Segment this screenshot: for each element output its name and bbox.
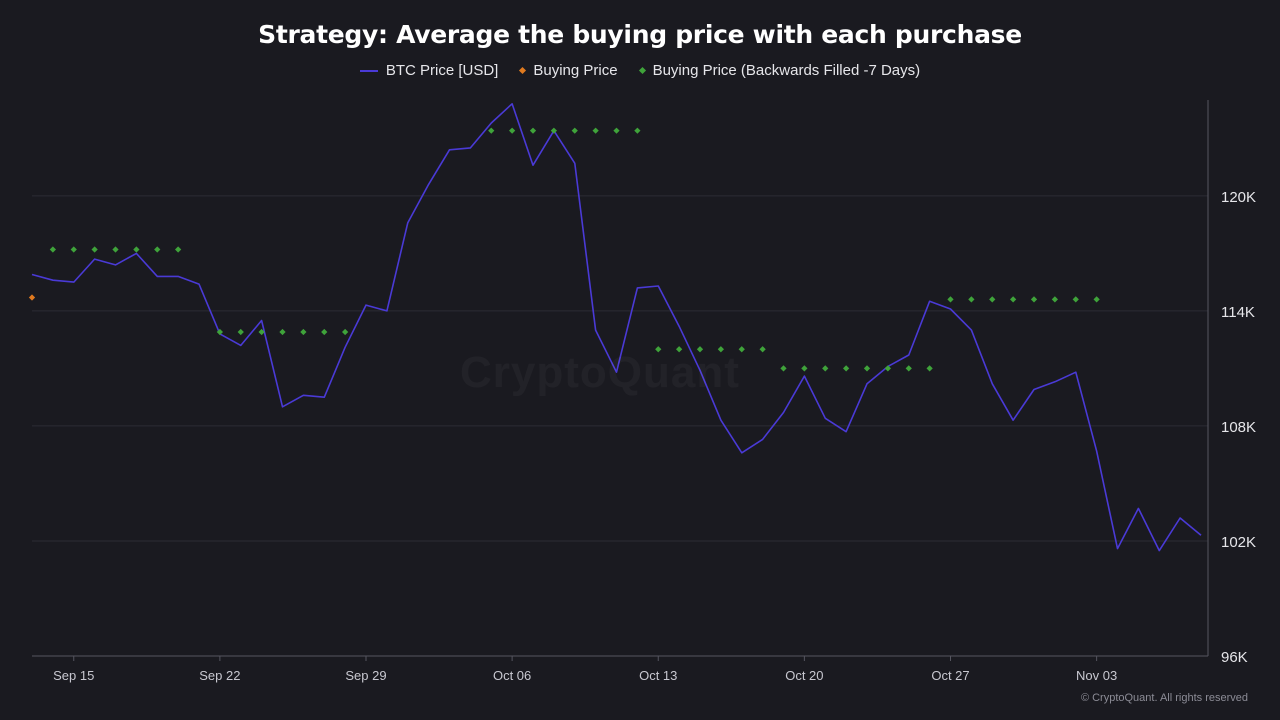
scatter-point xyxy=(28,294,36,301)
grid-layer xyxy=(32,195,1208,542)
scatter-point xyxy=(488,127,495,134)
x-tick-label: Nov 03 xyxy=(1076,668,1117,683)
scatter-point xyxy=(592,127,599,134)
legend-item-backfilled[interactable]: Buying Price (Backwards Filled -7 Days) xyxy=(638,62,921,79)
axis-layer: 96K 102K 108K 114K 120K Sep 15 Sep 22 Sep 29 Oct… xyxy=(32,100,1256,683)
scatter-point xyxy=(1093,296,1100,303)
scatter-point xyxy=(947,296,954,303)
x-tick-label: Sep 22 xyxy=(199,668,240,683)
scatter-point xyxy=(133,246,140,253)
scatter-point xyxy=(780,365,787,372)
scatter-point xyxy=(613,127,620,134)
legend-label: BTC Price [USD] xyxy=(385,62,499,79)
scatter-point xyxy=(258,328,265,336)
scatter-point xyxy=(801,365,808,372)
scatter-point xyxy=(926,365,933,372)
scatter-point xyxy=(968,296,975,303)
scatter-point xyxy=(112,246,119,253)
scatter-point xyxy=(342,328,349,336)
legend-item-btc-price[interactable]: BTC Price [USD] xyxy=(359,62,499,79)
scatter-point xyxy=(321,328,328,336)
y-tick-label: 96K xyxy=(1221,649,1248,666)
scatter-point xyxy=(1010,296,1017,303)
scatter-point xyxy=(989,296,996,303)
chart-title: Strategy: Average the buying price with … xyxy=(258,20,1022,49)
scatter-point xyxy=(300,328,307,336)
copyright-notice: © CryptoQuant. All rights reserved xyxy=(1080,692,1248,704)
scatter-point xyxy=(884,365,891,372)
x-tick-label: Oct 27 xyxy=(931,668,969,683)
x-tick-label: Oct 13 xyxy=(639,668,677,683)
scatter-point xyxy=(634,127,641,134)
scatter-point xyxy=(237,328,244,336)
legend-line-swatch xyxy=(359,69,378,72)
y-tick-label: 108K xyxy=(1221,419,1256,436)
legend-label: Buying Price xyxy=(533,62,618,79)
scatter-point xyxy=(529,127,537,134)
scatter-point xyxy=(49,246,56,253)
watermark-logo: CryptoQuant xyxy=(460,348,740,398)
series-line-btc-price xyxy=(31,103,1202,552)
y-tick-label: 120K xyxy=(1221,189,1256,206)
scatter-point xyxy=(759,346,766,353)
scatter-point xyxy=(905,365,912,372)
x-tick-label: Oct 20 xyxy=(785,668,823,683)
x-tick-label: Sep 29 xyxy=(345,668,386,683)
scatter-point xyxy=(571,127,578,134)
scatter-point xyxy=(843,365,850,372)
chart-legend: BTC Price [USD] Buying Price Buying Pric… xyxy=(0,62,1280,79)
y-tick-label: 102K xyxy=(1221,534,1256,551)
scatter-point xyxy=(509,127,516,134)
scatter-point xyxy=(279,328,286,336)
scatter-point xyxy=(1072,296,1079,303)
scatter-point xyxy=(863,365,871,372)
series-layer xyxy=(28,103,1202,552)
legend-item-buying-price[interactable]: Buying Price xyxy=(519,62,618,79)
scatter-point xyxy=(1051,296,1058,303)
y-tick-label: 114K xyxy=(1221,304,1255,321)
scatter-point xyxy=(1030,296,1038,303)
scatter-point xyxy=(822,365,829,372)
scatter-point xyxy=(175,246,182,253)
x-tick-label: Sep 15 xyxy=(53,668,94,683)
legend-label: Buying Price (Backwards Filled -7 Days) xyxy=(652,62,921,79)
x-tick-label: Oct 06 xyxy=(493,668,531,683)
scatter-point xyxy=(154,246,161,253)
scatter-point xyxy=(70,246,77,253)
scatter-point xyxy=(91,246,98,253)
